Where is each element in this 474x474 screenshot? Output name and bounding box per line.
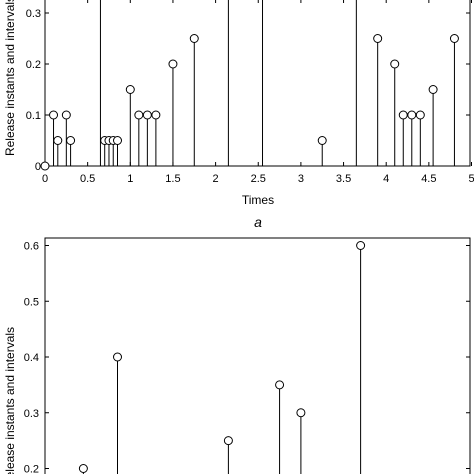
plot-a-stem-marker — [373, 34, 383, 43]
plot-a-x-tick-label: 1.5 — [165, 173, 180, 185]
plot-a-x-axis-label: Times — [242, 193, 274, 207]
plot-a-stem-marker — [449, 34, 459, 43]
plot-a-x-tick-label: 3 — [298, 173, 304, 185]
plot-a-stem-marker — [113, 136, 123, 145]
plot-b-stem-marker — [78, 464, 88, 473]
plot-a-stem-marker — [134, 110, 144, 120]
plot-a-x-tick-label: 1 — [127, 173, 133, 185]
plot-a-stem-marker — [49, 110, 59, 120]
plot-b-y-tick-label: 0.5 — [24, 296, 39, 308]
plot-a-stem-marker — [390, 59, 400, 69]
plot-a-x-tick-label: 3.5 — [336, 173, 351, 185]
plot-b-y-tick-label: 0.4 — [24, 352, 39, 364]
plot-a-x-tick-label: 2.5 — [251, 173, 266, 185]
plot-a-x-tick-label: 0 — [42, 173, 48, 185]
plot-a-stem-marker — [40, 161, 50, 171]
plot-a-y-axis-label: Release instants and intervals — [3, 0, 17, 156]
plot-a-x-tick-label: 4.5 — [421, 173, 436, 185]
plot-a-stem-marker — [125, 85, 135, 94]
plot-a-x-tick-label: 5 — [468, 173, 474, 185]
plot-b-stem-marker — [356, 241, 366, 250]
plot-a-stem-marker — [407, 110, 417, 120]
plot-a-stem-marker — [189, 34, 199, 43]
plot-a-y-tick-label: 0.1 — [26, 110, 41, 122]
plot-a-y-tick-label: 0.3 — [26, 8, 41, 20]
plot-a-y-ticks: 0 0.1 0.2 0.3 — [26, 8, 470, 173]
plot-b-y-axis-label: Release instants and intervals — [3, 327, 17, 474]
plot-a-stem-marker — [428, 85, 438, 94]
plot-b-axes-frame — [44, 237, 471, 474]
plot-b-stem-marker — [223, 436, 233, 446]
plot-b: 0.2 0.3 0.4 0.5 0.6 Release instants and int… — [3, 237, 471, 474]
plot-a: 0 0.1 0.2 0.3 0 0.5 1 1.5 2 2.5 3 3.5 4 4.5 5 Release… — [3, 0, 474, 230]
plot-a-x-ticks: 0 0.5 1 1.5 2 2.5 3 3.5 4 4.5 5 — [42, 0, 474, 185]
plot-a-stem-marker — [61, 110, 71, 120]
plot-a-stem-marker — [317, 136, 327, 145]
plot-a-stem-marker — [53, 136, 63, 145]
plot-b-y-tick-label: 0.3 — [24, 408, 39, 420]
plot-a-axes-frame — [44, 0, 471, 167]
plot-a-stem-marker — [415, 110, 425, 120]
plot-a-y-tick-label: 0.2 — [26, 59, 41, 71]
plot-a-y-tick-label: 0 — [35, 161, 41, 173]
plot-a-stem-marker — [151, 110, 161, 120]
plot-a-x-tick-label: 0.5 — [80, 173, 95, 185]
plot-b-stem-marker — [113, 352, 123, 362]
plot-b-stem-marker — [275, 380, 285, 390]
plot-b-y-ticks: 0.2 0.3 0.4 0.5 0.6 — [24, 241, 470, 474]
plot-a-x-tick-label: 2 — [213, 173, 219, 185]
plot-a-stem-marker — [398, 110, 408, 120]
plot-a-stem-marker — [142, 110, 152, 120]
plot-b-stems — [78, 241, 366, 474]
plot-a-stem-marker — [66, 136, 76, 145]
plot-a-subfigure-label: a — [254, 214, 262, 230]
plot-a-stem-marker — [168, 59, 178, 69]
plot-b-y-tick-label: 0.6 — [24, 241, 39, 253]
plot-b-stem-marker — [296, 408, 306, 418]
plot-a-stems — [40, 0, 459, 171]
plot-b-y-tick-label: 0.2 — [24, 464, 39, 474]
plot-a-x-tick-label: 4 — [383, 173, 389, 185]
